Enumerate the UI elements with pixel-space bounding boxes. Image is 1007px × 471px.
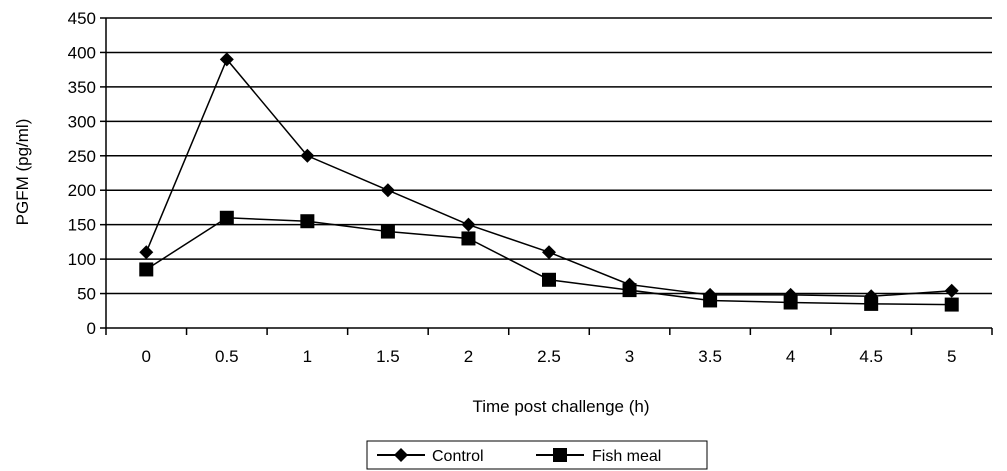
x-tick-label: 3 xyxy=(625,347,634,366)
data-point-square xyxy=(542,272,556,287)
y-tick-label: 150 xyxy=(68,216,96,235)
data-point-diamond xyxy=(139,245,154,260)
x-tick-label: 1 xyxy=(303,347,312,366)
y-tick-label: 50 xyxy=(77,285,96,304)
data-point-diamond xyxy=(944,283,959,298)
legend: Control Fish meal xyxy=(366,440,708,470)
x-axis-title: Time post challenge (h) xyxy=(472,397,649,416)
data-point-square xyxy=(622,283,637,298)
plot-series xyxy=(139,52,959,312)
y-tick-label: 400 xyxy=(68,43,96,62)
legend-marker-fish-meal xyxy=(553,448,567,462)
data-point-diamond xyxy=(300,148,315,163)
data-point-square xyxy=(461,231,476,246)
y-tick-label: 0 xyxy=(87,319,96,338)
y-axis: 0 50 100 150 200 250 300 350 400 450 xyxy=(68,9,107,338)
y-tick-label: 350 xyxy=(68,78,96,97)
data-point-diamond xyxy=(542,245,556,260)
data-point-square xyxy=(139,262,154,277)
x-tick-label: 4.5 xyxy=(859,347,883,366)
x-tick-label: 2.5 xyxy=(537,347,561,366)
y-tick-label: 300 xyxy=(68,112,96,131)
x-tick-label: 1.5 xyxy=(376,347,400,366)
data-point-diamond xyxy=(380,183,395,198)
x-tick-label: 4 xyxy=(786,347,795,366)
x-axis: 0 0.5 1 1.5 2 2.5 3 3.5 4 4.5 5 xyxy=(105,327,993,366)
data-point-square xyxy=(380,224,395,239)
data-point-square xyxy=(703,293,718,308)
y-tick-label: 450 xyxy=(68,9,96,28)
gridlines xyxy=(106,17,992,295)
data-point-square xyxy=(944,297,959,312)
x-tick-label: 5 xyxy=(947,347,956,366)
x-tick-label: 0.5 xyxy=(215,347,239,366)
series-line xyxy=(145,217,952,306)
y-tick-label: 200 xyxy=(68,181,96,200)
data-point-square xyxy=(864,296,879,311)
legend-label-fish-meal: Fish meal xyxy=(592,448,661,465)
y-axis-title: PGFM (pg/ml) xyxy=(13,119,32,226)
data-point-diamond xyxy=(461,217,476,232)
series-line xyxy=(145,57,952,298)
x-tick-label: 3.5 xyxy=(698,347,722,366)
legend-marker-control xyxy=(394,448,408,462)
data-point-square xyxy=(300,214,315,229)
legend-label-control: Control xyxy=(432,448,484,465)
y-tick-label: 250 xyxy=(68,147,96,166)
x-tick-label: 0 xyxy=(142,347,151,366)
y-tick-label: 100 xyxy=(68,250,96,269)
data-point-diamond xyxy=(219,52,234,67)
data-point-square xyxy=(783,295,798,310)
data-point-square xyxy=(219,210,234,225)
x-tick-label: 2 xyxy=(464,347,473,366)
